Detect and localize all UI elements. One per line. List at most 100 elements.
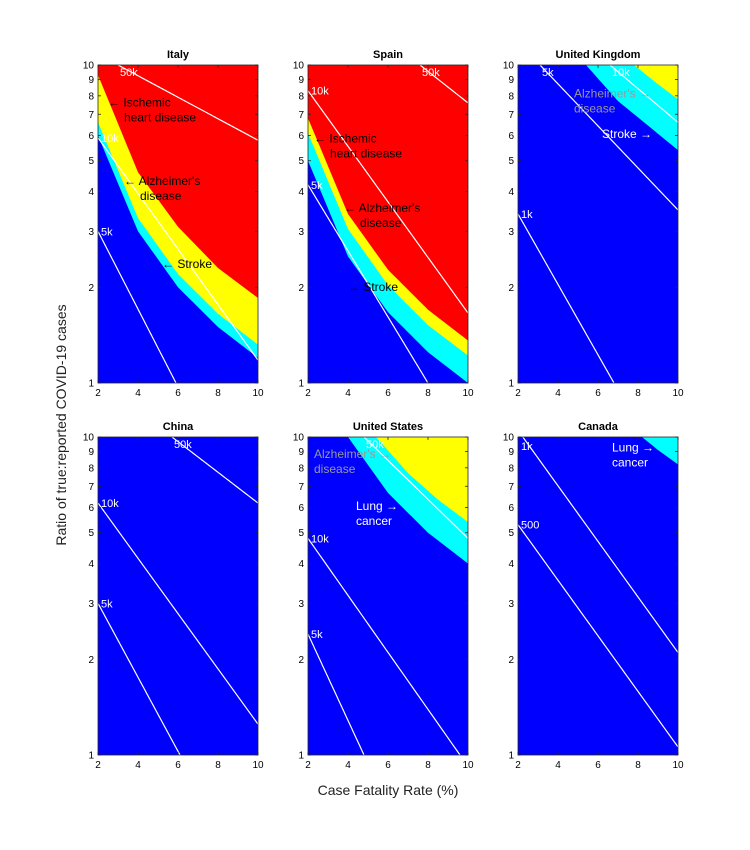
contour-label-50k: 50k: [422, 67, 440, 79]
x-tick-label: 10: [252, 760, 264, 771]
y-tick-label: 2: [88, 655, 94, 666]
y-tick-label: 4: [298, 187, 304, 198]
y-tick-label: 10: [293, 61, 305, 72]
y-tick-label: 8: [298, 91, 304, 102]
y-tick-label: 6: [298, 131, 304, 142]
annotation-stroke: ← Stroke: [162, 257, 212, 271]
y-tick-label: 1: [88, 751, 94, 762]
y-tick-label: 7: [298, 482, 304, 493]
y-tick-label: 3: [88, 227, 94, 238]
panels: 50k 10k 5k ← Ischemic heart disease ← Alzheim…: [83, 49, 684, 771]
contour-line-10k: [308, 538, 461, 755]
y-tick-label: 4: [508, 559, 514, 570]
y-tick-label: 4: [298, 559, 304, 570]
contour-line-5k: [539, 65, 678, 211]
contour-label-10k: 10k: [311, 86, 329, 98]
x-tick-label: 2: [95, 388, 101, 399]
y-tick-label: 9: [298, 447, 304, 458]
y-tick-label: 8: [88, 463, 94, 474]
x-tick-label: 10: [462, 388, 474, 399]
region-ischemic-heart-disease: [98, 65, 258, 299]
plot-area: 50k 10k 5k ← Ischemic heart disease ← Alzheim…: [98, 65, 258, 383]
y-tick-label: 2: [298, 655, 304, 666]
contour-line-5k: [308, 184, 429, 383]
y-tick-label: 1: [508, 751, 514, 762]
y-tick-label: 8: [508, 463, 514, 474]
contour-label-1k: 1k: [521, 441, 533, 453]
contour-line-50k: [363, 437, 468, 539]
y-tick-label: 5: [88, 156, 94, 167]
x-tick-label: 4: [555, 760, 561, 771]
contour-line-10k: [98, 502, 258, 725]
y-tick-label: 6: [508, 131, 514, 142]
x-tick-label: 8: [425, 388, 431, 399]
contour-line-50k: [117, 65, 258, 141]
y-tick-label: 2: [508, 655, 514, 666]
contour-label-50k: 50k: [120, 67, 138, 79]
y-tick-label: 3: [298, 599, 304, 610]
y-tick-label: 10: [293, 433, 305, 444]
annotation-ischemic-heart-disease: ← Ischemic heart disease: [108, 96, 196, 125]
contour-label-5k: 5k: [101, 226, 113, 238]
x-tick-label: 8: [425, 760, 431, 771]
panel-title: Italy: [167, 49, 190, 61]
region-alzheimer-s-disease: [376, 437, 468, 523]
y-tick-label: 7: [508, 482, 514, 493]
y-tick-label: 9: [88, 75, 94, 86]
y-tick-label: 6: [298, 503, 304, 514]
y-tick-label: 10: [83, 433, 95, 444]
y-tick-label: 5: [298, 528, 304, 539]
annotation-stroke: ← Stroke: [348, 280, 398, 294]
x-tick-label: 8: [635, 388, 641, 399]
panel-title: Canada: [578, 421, 619, 433]
x-tick-label: 4: [345, 388, 351, 399]
y-tick-label: 3: [508, 599, 514, 610]
annotation-alzheimer-s-disease: ← Alzheimer's disease: [124, 174, 200, 203]
annotation-alzheimer-s-disease: Alzheimer's → disease: [574, 87, 651, 116]
y-tick-label: 7: [298, 110, 304, 121]
contour-line-500: [518, 524, 678, 748]
contour-label-10k: 10k: [612, 67, 630, 79]
y-tick-label: 5: [298, 156, 304, 167]
x-tick-label: 4: [555, 388, 561, 399]
y-tick-label: 9: [508, 447, 514, 458]
plot-area: 50k 10k 5k: [98, 437, 258, 755]
y-tick-label: 5: [508, 528, 514, 539]
x-tick-label: 10: [672, 388, 684, 399]
y-tick-label: 9: [508, 75, 514, 86]
contour-line-10k: [98, 137, 258, 361]
y-tick-label: 1: [88, 379, 94, 390]
y-tick-label: 10: [83, 61, 95, 72]
contour-line-5k: [98, 231, 177, 383]
x-tick-label: 2: [95, 760, 101, 771]
annotation-lung-cancer: Lung → cancer: [356, 499, 398, 528]
panel-spain: 50k 10k 5k ← Ischemic heart disease ← Alzheim…: [293, 49, 474, 399]
x-tick-label: 2: [305, 388, 311, 399]
y-tick-label: 3: [88, 599, 94, 610]
y-tick-label: 7: [88, 110, 94, 121]
x-tick-label: 6: [595, 388, 601, 399]
x-tick-label: 6: [385, 388, 391, 399]
plot-area: 50k 10k 5k Alzheimer's → disease Lung → cancer: [308, 437, 468, 755]
contour-line-5k: [98, 602, 181, 755]
x-tick-label: 4: [135, 388, 141, 399]
contour-line-5k: [308, 633, 365, 755]
region-stroke: [586, 65, 678, 151]
contour-label-5k: 5k: [542, 67, 554, 79]
contour-label-10k: 10k: [101, 133, 119, 145]
y-tick-label: 6: [88, 131, 94, 142]
x-tick-label: 8: [215, 760, 221, 771]
region-base: [518, 437, 678, 755]
x-tick-label: 2: [515, 388, 521, 399]
panel-italy: 50k 10k 5k ← Ischemic heart disease ← Alzheim…: [83, 49, 264, 399]
annotation-ischemic-heart-disease: ← Ischemic heart disease: [314, 132, 402, 161]
contour-label-1k: 1k: [521, 209, 533, 221]
x-tick-label: 6: [595, 760, 601, 771]
y-tick-label: 8: [508, 91, 514, 102]
panel-title: United States: [353, 421, 423, 433]
region-base: [98, 437, 258, 755]
contour-line-1k: [522, 437, 678, 653]
x-tick-label: 4: [345, 760, 351, 771]
contour-line-1k: [518, 213, 615, 383]
